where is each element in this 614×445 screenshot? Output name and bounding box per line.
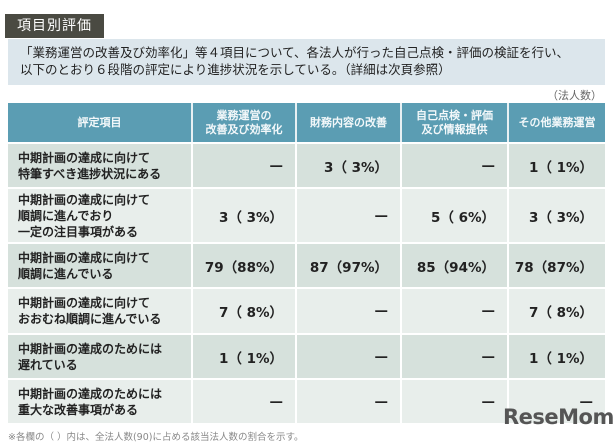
row-label: 中期計画の達成のためには 遅れている <box>8 334 193 380</box>
cell-value: — <box>296 188 402 244</box>
cell-value: 7（ 8%） <box>508 288 605 335</box>
header-operations-efficiency: 業務運営の 改善及び効率化 <box>192 103 297 144</box>
cell-value: — <box>401 288 509 335</box>
row-label: 中期計画の達成のためには 重大な改善事項がある <box>8 379 193 425</box>
cell-value: 1（ 1%） <box>508 334 605 380</box>
table-row: 中期計画の達成に向けて おおむね順調に進んでいる 7（ 8%） — — 7（ 8%… <box>8 288 605 335</box>
cell-value: 3（ 3%） <box>508 188 605 244</box>
cell-value: 79（88%） <box>192 243 297 289</box>
cell-value: 1（ 1%） <box>508 143 605 189</box>
cell-value: 78（87%） <box>508 243 605 289</box>
header-other-operations: その他業務運営 <box>508 103 605 144</box>
table-row: 中期計画の達成のためには 重大な改善事項がある — — — — <box>8 379 605 425</box>
table-row: 中期計画の達成に向けて 特筆すべき進捗状況にある — 3（ 3%） — 1（ 1%… <box>8 143 605 189</box>
table-row: 中期計画の達成のためには 遅れている 1（ 1%） — — 1（ 1%） <box>8 334 605 380</box>
evaluation-table: 評定項目 業務運営の 改善及び効率化 財務内容の改善 自己点検・評価 及び情報提供 … <box>8 103 605 425</box>
cell-value: 85（94%） <box>401 243 509 289</box>
header-self-evaluation: 自己点検・評価 及び情報提供 <box>401 103 509 144</box>
footnote: ※各欄の（ ）内は、全法人数(90)に占める該当法人数の割合を示す。 <box>8 432 304 443</box>
cell-value: 87（97%） <box>296 243 402 289</box>
row-label: 中期計画の達成に向けて 順調に進んでおり 一定の注目事項がある <box>8 188 193 244</box>
cell-value: — <box>192 379 297 425</box>
header-rating-item: 評定項目 <box>8 103 193 144</box>
intro-line-2: 以下のとおり６段階の評定により進捗状況を示している。（詳細は次頁参照） <box>20 62 451 77</box>
intro-text-box: 「業務運営の改善及び効率化」等４項目について、各法人が行った自己点検・評価の検証… <box>8 39 605 85</box>
cell-value: 3（ 3%） <box>296 143 402 189</box>
resemom-logo: ReseMom. <box>503 405 614 429</box>
section-title: 項目別評価 <box>5 14 104 38</box>
cell-value: — <box>296 379 402 425</box>
header-financial-improvement: 財務内容の改善 <box>296 103 402 144</box>
table-header-row: 評定項目 業務運営の 改善及び効率化 財務内容の改善 自己点検・評価 及び情報提供 … <box>8 103 605 144</box>
cell-value: 3（ 3%） <box>192 188 297 244</box>
cell-value: 7（ 8%） <box>192 288 297 335</box>
row-label: 中期計画の達成に向けて おおむね順調に進んでいる <box>8 288 193 335</box>
cell-value: — <box>508 379 605 425</box>
cell-value: — <box>296 288 402 335</box>
cell-value: — <box>192 143 297 189</box>
cell-value: — <box>401 334 509 380</box>
cell-value: — <box>401 379 509 425</box>
cell-value: 1（ 1%） <box>192 334 297 380</box>
row-label: 中期計画の達成に向けて 順調に進んでいる <box>8 243 193 289</box>
cell-value: — <box>296 334 402 380</box>
cell-value: — <box>401 143 509 189</box>
unit-note: （法人数） <box>547 89 602 102</box>
cell-value: 5（ 6%） <box>401 188 509 244</box>
table-row: 中期計画の達成に向けて 順調に進んでいる 79（88%） 87（97%） 85（9… <box>8 243 605 289</box>
table-row: 中期計画の達成に向けて 順調に進んでおり 一定の注目事項がある 3（ 3%） — 5… <box>8 188 605 244</box>
intro-line-1: 「業務運営の改善及び効率化」等４項目について、各法人が行った自己点検・評価の検証… <box>20 45 570 60</box>
row-label: 中期計画の達成に向けて 特筆すべき進捗状況にある <box>8 143 193 189</box>
